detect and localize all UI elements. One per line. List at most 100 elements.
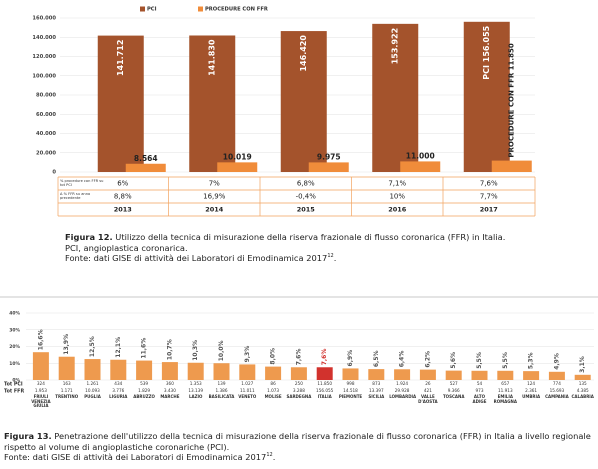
caption-text: PCI, angioplastica coronarica. — [65, 242, 188, 253]
bar — [308, 162, 349, 172]
bar — [84, 359, 101, 380]
data-label: 10,0% — [218, 340, 225, 361]
legend-swatch — [140, 6, 145, 12]
data-label: 6,9% — [347, 350, 354, 367]
data-label: 5,3% — [528, 352, 535, 369]
y-tick-label: 100.000 — [32, 73, 56, 79]
table-cell: 873 — [372, 381, 380, 386]
bar — [342, 368, 359, 380]
x-tick-label: SICILIA — [368, 394, 385, 399]
table-cell: 3.288 — [293, 388, 305, 393]
table-cell: 434 — [114, 381, 122, 386]
table-cell: -0,4% — [296, 193, 317, 201]
y-tick-label: 60.000 — [36, 112, 56, 118]
table-cell: 1.027 — [241, 381, 253, 386]
table-cell: 15.693 — [550, 388, 565, 393]
bar — [213, 363, 230, 380]
table-cell: 1.924 — [396, 381, 408, 386]
y-tick-label: 20.000 — [36, 150, 56, 156]
table-cell: 156.055 — [316, 388, 334, 393]
data-label: 10.019 — [223, 152, 252, 161]
data-label: 10,3% — [192, 340, 199, 361]
x-tick-label: MOLISE — [264, 394, 282, 399]
y-tick-label: 0 — [52, 170, 56, 176]
data-label: PCI 156.055 — [482, 25, 491, 79]
y-tick-label: 40.000 — [36, 131, 56, 137]
bar — [400, 161, 441, 172]
bar — [280, 31, 327, 172]
table-cell: 6% — [117, 180, 128, 188]
y-tick-label: 0% — [12, 378, 20, 384]
row-label: Tot FFR — [4, 389, 24, 395]
bar — [316, 367, 333, 380]
caption-source: Fonte: dati GISE di attività dei Laborat… — [65, 253, 328, 263]
bar — [136, 360, 153, 380]
x-tick-label: PUGLIA — [84, 394, 101, 399]
legend-label: PCI — [147, 7, 157, 13]
table-cell: 163 — [63, 381, 71, 386]
caption-label: Figura 12. — [65, 232, 113, 242]
table-cell: 973 — [476, 388, 484, 393]
table-cell: 1.953 — [35, 388, 47, 393]
y-tick-label: 40% — [9, 311, 20, 317]
data-label: 7,6% — [321, 349, 328, 366]
data-label: 13,9% — [63, 334, 70, 355]
bar — [463, 21, 510, 173]
caption-ref: 12 — [266, 452, 273, 459]
table-cell: 10% — [389, 193, 405, 201]
data-label: 153.922 — [391, 28, 400, 64]
table-cell: 1.386 — [216, 388, 228, 393]
table-cell: 324 — [37, 381, 45, 386]
table-cell: 1.073 — [267, 388, 279, 393]
table-cell: 13.397 — [369, 388, 384, 393]
table-cell: 8,8% — [114, 193, 132, 201]
table-cell: 7,1% — [388, 180, 406, 188]
caption: Figura 13. Penetrazione dell'utilizzo de… — [4, 431, 594, 463]
x-tick-label: FRIULI VENEZIA GIULIA — [31, 394, 51, 409]
y-tick-label: 10% — [9, 361, 20, 367]
data-label: 16,6% — [37, 329, 44, 350]
row-label: Δ % FFR su anno precedente — [60, 191, 91, 200]
x-tick-label: CALABRIA — [571, 394, 594, 399]
caption-label: Figura 13. — [4, 431, 52, 441]
data-label: 9.975 — [317, 152, 341, 161]
caption-text: Penetrazione dell'utilizzo della tecnica… — [4, 431, 591, 452]
data-label: 9,3% — [244, 346, 251, 363]
y-tick-label: 160.000 — [32, 16, 56, 22]
data-label: 11.000 — [406, 151, 435, 160]
bar — [110, 359, 127, 380]
bar — [548, 371, 565, 380]
x-tick-label: LOMBARDIA — [389, 394, 417, 399]
data-label: 5,5% — [476, 352, 483, 369]
bar — [189, 35, 236, 173]
y-tick-label: 140.000 — [32, 35, 56, 41]
table-cell: 1.829 — [138, 388, 150, 393]
y-tick-label: 80.000 — [36, 93, 56, 99]
y-tick-label: 30% — [9, 327, 20, 333]
table-cell: 1.171 — [61, 388, 73, 393]
data-label: 6,5% — [373, 350, 380, 367]
caption-text: Utilizzo della tecnica di misurazione de… — [115, 232, 506, 242]
bar — [523, 371, 540, 380]
bar — [419, 369, 436, 380]
caption-end: . — [333, 253, 337, 263]
table-cell: 14.518 — [343, 388, 358, 393]
bar — [32, 352, 49, 380]
data-label: 8.564 — [134, 154, 158, 163]
data-label: 3,1% — [579, 356, 586, 373]
x-tick-label: 2016 — [388, 206, 407, 214]
data-label: 12,5% — [89, 336, 96, 357]
table-cell: 250 — [295, 381, 303, 386]
row-label: Tot PCI — [4, 382, 23, 388]
table-cell: 26 — [425, 381, 431, 386]
bar — [161, 362, 178, 380]
bar — [187, 362, 204, 380]
x-tick-label: EMILIA ROMAGNA — [493, 394, 517, 404]
caption-ref: 12 — [327, 253, 334, 260]
bar — [58, 356, 75, 380]
table-cell: 29.928 — [395, 388, 410, 393]
bar — [372, 23, 419, 173]
table-cell: 1.353 — [190, 381, 202, 386]
table-cell: 124 — [527, 381, 535, 386]
